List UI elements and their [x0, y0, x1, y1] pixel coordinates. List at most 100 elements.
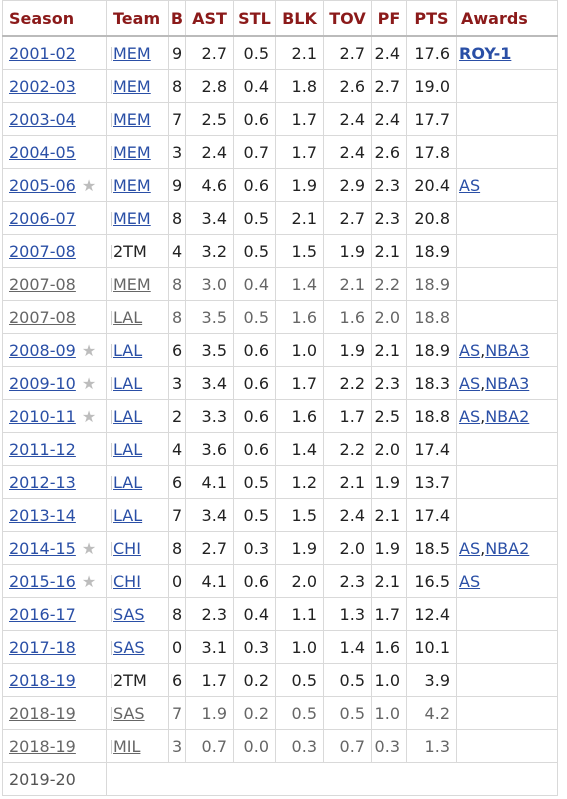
award-link[interactable]: AS	[459, 571, 481, 591]
season-link[interactable]: 2013-14	[9, 505, 76, 525]
team-link[interactable]: MEM	[113, 274, 151, 294]
season-cell: 2014-15 ★	[2, 531, 107, 565]
games-cell: 4	[168, 234, 186, 268]
column-divider	[111, 245, 112, 259]
column-header-ast[interactable]: AST	[185, 0, 234, 37]
award-link[interactable]: AS	[459, 340, 481, 360]
season-link[interactable]: 2007-08	[9, 274, 76, 294]
column-header-season[interactable]: Season	[2, 0, 107, 37]
team-cell: MEM	[106, 267, 169, 301]
column-header-games[interactable]: B	[168, 0, 186, 37]
team-link[interactable]: LAL	[113, 472, 143, 492]
ast-cell: 2.4	[185, 135, 234, 169]
season-link[interactable]: 2016-17	[9, 604, 76, 624]
column-header-tov[interactable]: TOV	[323, 0, 372, 37]
team-link[interactable]: LAL	[113, 340, 143, 360]
team-link[interactable]: LAL	[113, 406, 143, 426]
team-link[interactable]: MEM	[113, 142, 151, 162]
column-header-pts[interactable]: PTS	[406, 0, 457, 37]
team-link[interactable]: CHI	[113, 538, 141, 558]
tov-cell: 0.5	[323, 663, 372, 697]
column-header-blk[interactable]: BLK	[275, 0, 324, 37]
table-row: 2009-10 ★ LAL 3 3.4 0.6 1.7 2.2 2.3 18.3 AS,NBA3	[2, 366, 558, 400]
team-link[interactable]: LAL	[113, 307, 143, 327]
team-cell: MEM	[106, 69, 169, 103]
team-link[interactable]: MEM	[113, 175, 151, 195]
award-link[interactable]: NBA2	[485, 538, 530, 558]
pts-cell: 20.8	[406, 201, 457, 235]
team-link[interactable]: LAL	[113, 439, 143, 459]
blk-cell: 1.2	[275, 465, 324, 499]
stl-cell: 0.6	[233, 564, 276, 598]
season-link[interactable]: 2006-07	[9, 208, 76, 228]
season-link[interactable]: 2007-08	[9, 307, 76, 327]
season-link[interactable]: 2015-16	[9, 571, 76, 591]
team-link[interactable]: MEM	[113, 43, 151, 63]
season-cell: 2015-16 ★	[2, 564, 107, 598]
season-link[interactable]: 2018-19	[9, 736, 76, 756]
season-cell: 2018-19	[2, 696, 107, 730]
games-cell: 8	[168, 69, 186, 103]
column-divider	[111, 212, 112, 226]
team-link[interactable]: MEM	[113, 109, 151, 129]
season-link[interactable]: 2011-12	[9, 439, 76, 459]
season-link[interactable]: 2001-02	[9, 43, 76, 63]
team-link[interactable]: MEM	[113, 208, 151, 228]
games-cell: 8	[168, 300, 186, 334]
team-link[interactable]: MIL	[113, 736, 141, 756]
team-link[interactable]: MEM	[113, 76, 151, 96]
season-link[interactable]: 2012-13	[9, 472, 76, 492]
team-link[interactable]: SAS	[113, 604, 145, 624]
season-link[interactable]: 2018-19	[9, 670, 76, 690]
blk-cell: 1.7	[275, 366, 324, 400]
team-cell: MEM	[106, 168, 169, 202]
award-link[interactable]: AS	[459, 406, 481, 426]
season-cell: 2003-04	[2, 102, 107, 136]
pts-cell: 17.4	[406, 432, 457, 466]
column-divider	[111, 80, 112, 94]
tov-cell: 2.4	[323, 498, 372, 532]
team-link[interactable]: SAS	[113, 637, 145, 657]
team-link[interactable]: SAS	[113, 703, 145, 723]
ast-cell: 3.6	[185, 432, 234, 466]
column-header-stl[interactable]: STL	[233, 0, 276, 37]
award-link[interactable]: ROY-1	[459, 43, 512, 63]
table-row: 2016-17 SAS 8 2.3 0.4 1.1 1.3 1.7 12.4	[2, 597, 558, 631]
awards-cell	[456, 729, 558, 763]
season-link[interactable]: 2009-10	[9, 373, 76, 393]
season-link[interactable]: 2008-09	[9, 340, 76, 360]
award-link[interactable]: NBA3	[485, 340, 530, 360]
season-link[interactable]: 2004-05	[9, 142, 76, 162]
column-header-pf[interactable]: PF	[371, 0, 407, 37]
award-link[interactable]: AS	[459, 175, 481, 195]
column-header-team[interactable]: Team	[106, 0, 169, 37]
stl-cell: 0.6	[233, 399, 276, 433]
column-divider	[111, 674, 112, 688]
season-link[interactable]: 2002-03	[9, 76, 76, 96]
tov-cell: 2.7	[323, 35, 372, 70]
ast-cell: 1.7	[185, 663, 234, 697]
pf-cell: 2.4	[371, 35, 407, 70]
team-cell: MEM	[106, 201, 169, 235]
star-icon: ★	[81, 373, 97, 393]
column-divider	[111, 113, 112, 127]
award-link[interactable]: NBA2	[485, 406, 530, 426]
season-link[interactable]: 2018-19	[9, 703, 76, 723]
season-link[interactable]: 2010-11	[9, 406, 76, 426]
award-link[interactable]: AS	[459, 373, 481, 393]
column-header-awards[interactable]: Awards	[456, 0, 558, 37]
team-link[interactable]: CHI	[113, 571, 141, 591]
stl-cell: 0.5	[233, 201, 276, 235]
pts-cell: 18.8	[406, 399, 457, 433]
season-link[interactable]: 2017-18	[9, 637, 76, 657]
team-link[interactable]: LAL	[113, 373, 143, 393]
team-link[interactable]: LAL	[113, 505, 143, 525]
games-cell: 0	[168, 630, 186, 664]
award-link[interactable]: NBA3	[485, 373, 530, 393]
award-link[interactable]: AS	[459, 538, 481, 558]
season-link[interactable]: 2005-06	[9, 175, 76, 195]
season-link[interactable]: 2007-08	[9, 241, 76, 261]
season-link[interactable]: 2014-15	[9, 538, 76, 558]
ast-cell: 0.7	[185, 729, 234, 763]
season-link[interactable]: 2003-04	[9, 109, 76, 129]
